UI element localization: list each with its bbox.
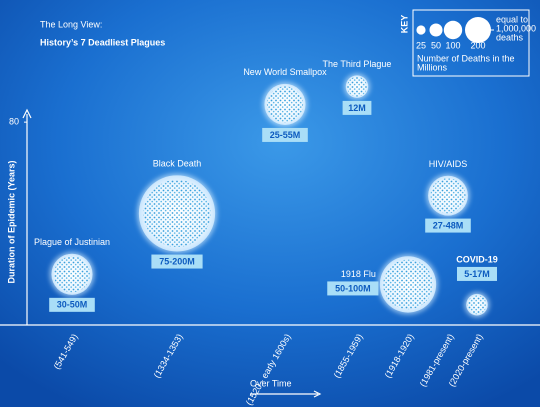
plague-name: The Third Plague — [323, 59, 392, 69]
key-bubble — [429, 23, 443, 37]
x-axis-arrowhead — [313, 390, 322, 398]
key-title: KEY — [399, 15, 409, 34]
label-box — [49, 297, 95, 312]
y-tick-label: 80 — [9, 117, 19, 127]
label-box — [342, 100, 372, 115]
y-axis-arrow — [22, 108, 32, 119]
size-label: 30-50M — [57, 300, 88, 310]
bubble-dots — [383, 259, 433, 310]
label-box — [457, 266, 497, 281]
size-label: 5-17M — [464, 269, 490, 279]
size-label: 27-48M — [433, 220, 464, 230]
bubble-dots — [53, 256, 91, 293]
key-caption: Number of Deaths in the — [417, 53, 515, 63]
size-label: 12M — [348, 103, 366, 113]
plague-name: New World Smallpox — [243, 67, 327, 77]
label-box — [327, 281, 379, 296]
size-label: 75-200M — [159, 256, 195, 266]
key-size-label: 50 — [431, 40, 441, 50]
y-axis-label: Duration of Epidemic (Years) — [6, 160, 16, 283]
plague-name: COVID-19 — [456, 254, 498, 264]
chart-title: History’s 7 Deadliest Plagues — [40, 37, 165, 47]
plague-name: Black Death — [153, 159, 202, 169]
label-box — [262, 127, 308, 142]
key-bubble — [416, 25, 426, 35]
key-box — [412, 9, 530, 77]
key-size-label: 100 — [445, 40, 460, 50]
size-label: 25-55M — [270, 130, 301, 140]
key-note: equal to — [496, 14, 528, 24]
plague-name: Plague of Justinian — [34, 237, 110, 247]
key-note: deaths — [496, 32, 524, 42]
label-box — [151, 254, 203, 269]
bubble-dots — [143, 179, 211, 247]
key-bubble — [443, 20, 463, 40]
key-caption: Millions — [417, 62, 448, 72]
kicker: The Long View: — [40, 19, 102, 29]
label-box — [425, 218, 471, 233]
key-size-label: 200 — [470, 40, 485, 50]
bubble-dots — [467, 295, 487, 315]
key-note: 1,000,000 — [496, 23, 536, 33]
bubble-dots — [266, 86, 304, 123]
key-size-label: 25 — [416, 40, 426, 50]
bubble-dots — [347, 76, 367, 97]
x-axis-label: Over Time — [250, 378, 292, 388]
plague-name: HIV/AIDS — [429, 159, 468, 169]
key-bubble — [464, 16, 492, 44]
plague-name: 1918 Flu — [341, 269, 376, 279]
bubble-dots — [430, 178, 466, 214]
size-label: 50-100M — [335, 283, 371, 293]
